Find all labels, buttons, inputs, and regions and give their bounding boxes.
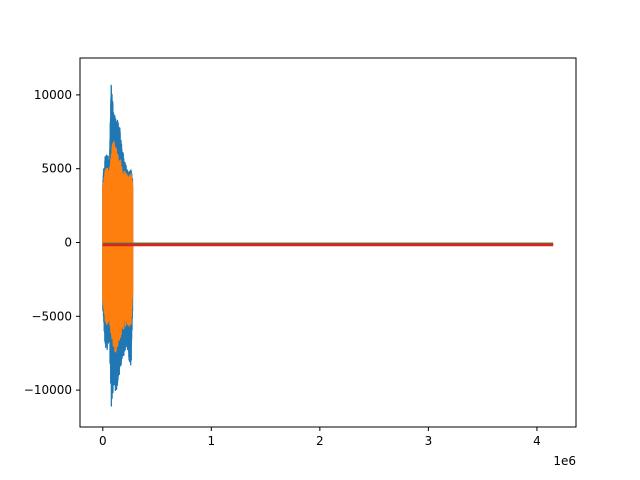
series-layer	[102, 84, 554, 407]
y-axis: −10000 −5000 0 5000 10000	[24, 88, 80, 397]
x-offset-label: 1e6	[553, 454, 576, 468]
y-tick-label: 10000	[34, 88, 72, 102]
x-tick-label: 2	[316, 434, 324, 448]
x-tick-label: 4	[533, 434, 541, 448]
x-tick-label: 1	[208, 434, 216, 448]
y-tick-label: −5000	[31, 309, 72, 323]
y-tick-label: 0	[64, 236, 72, 250]
y-tick-label: 5000	[41, 162, 72, 176]
y-tick-label: −10000	[24, 383, 72, 397]
x-tick-label: 0	[99, 434, 107, 448]
x-tick-label: 3	[425, 434, 433, 448]
x-axis: 0 1 2 3 4	[99, 427, 541, 448]
series-line-2	[102, 140, 134, 353]
